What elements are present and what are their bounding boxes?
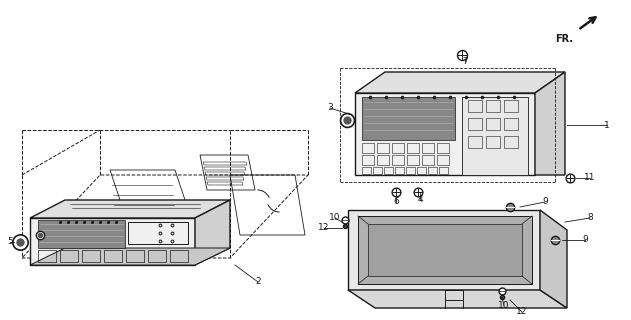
Bar [486, 136, 500, 148]
Text: FR.: FR. [555, 34, 573, 44]
Text: 10: 10 [329, 213, 341, 222]
Bar [170, 250, 188, 262]
Text: 12: 12 [318, 223, 329, 233]
Bar [82, 250, 100, 262]
Bar [362, 143, 374, 153]
Bar [428, 167, 437, 174]
Bar [407, 155, 419, 165]
Text: 6: 6 [393, 197, 399, 206]
Bar [362, 155, 374, 165]
Text: 1: 1 [604, 121, 610, 130]
Bar [486, 100, 500, 112]
Polygon shape [355, 93, 535, 175]
Bar [504, 118, 518, 130]
Text: 3: 3 [327, 103, 333, 113]
Text: 2: 2 [255, 277, 261, 286]
Bar [439, 167, 448, 174]
Text: 9: 9 [542, 197, 548, 206]
Text: 7: 7 [462, 58, 468, 67]
Bar [104, 250, 122, 262]
Bar [395, 167, 404, 174]
Text: 11: 11 [584, 173, 596, 182]
Bar [468, 118, 482, 130]
Bar [468, 136, 482, 148]
Bar [126, 250, 144, 262]
Bar [468, 100, 482, 112]
Polygon shape [462, 97, 528, 175]
Bar [148, 250, 166, 262]
Bar [377, 155, 389, 165]
Bar [437, 155, 449, 165]
Polygon shape [30, 248, 230, 265]
Bar [60, 250, 78, 262]
Bar [407, 143, 419, 153]
Bar [392, 155, 404, 165]
Bar [417, 167, 426, 174]
Bar [392, 143, 404, 153]
Bar [373, 167, 382, 174]
Bar [38, 250, 56, 262]
Polygon shape [362, 97, 455, 140]
Bar [128, 222, 188, 244]
Text: 12: 12 [516, 308, 528, 316]
Polygon shape [30, 200, 230, 218]
Polygon shape [348, 210, 540, 290]
Bar [384, 167, 393, 174]
Bar [486, 118, 500, 130]
Polygon shape [195, 200, 230, 265]
Bar [437, 143, 449, 153]
Polygon shape [540, 210, 567, 308]
Polygon shape [355, 72, 565, 93]
Polygon shape [358, 216, 532, 284]
Bar [406, 167, 415, 174]
Text: 8: 8 [587, 213, 593, 222]
Text: 5: 5 [7, 237, 13, 246]
Polygon shape [30, 218, 195, 265]
Bar [362, 167, 371, 174]
Polygon shape [368, 224, 522, 276]
Text: 4: 4 [417, 196, 423, 204]
Bar [377, 143, 389, 153]
Bar [445, 290, 463, 300]
Bar [422, 143, 434, 153]
Polygon shape [38, 220, 125, 248]
Bar [504, 136, 518, 148]
Polygon shape [535, 72, 565, 175]
Text: 10: 10 [498, 300, 510, 309]
Bar [422, 155, 434, 165]
Text: 9: 9 [582, 236, 588, 244]
Bar [504, 100, 518, 112]
Polygon shape [348, 290, 567, 308]
